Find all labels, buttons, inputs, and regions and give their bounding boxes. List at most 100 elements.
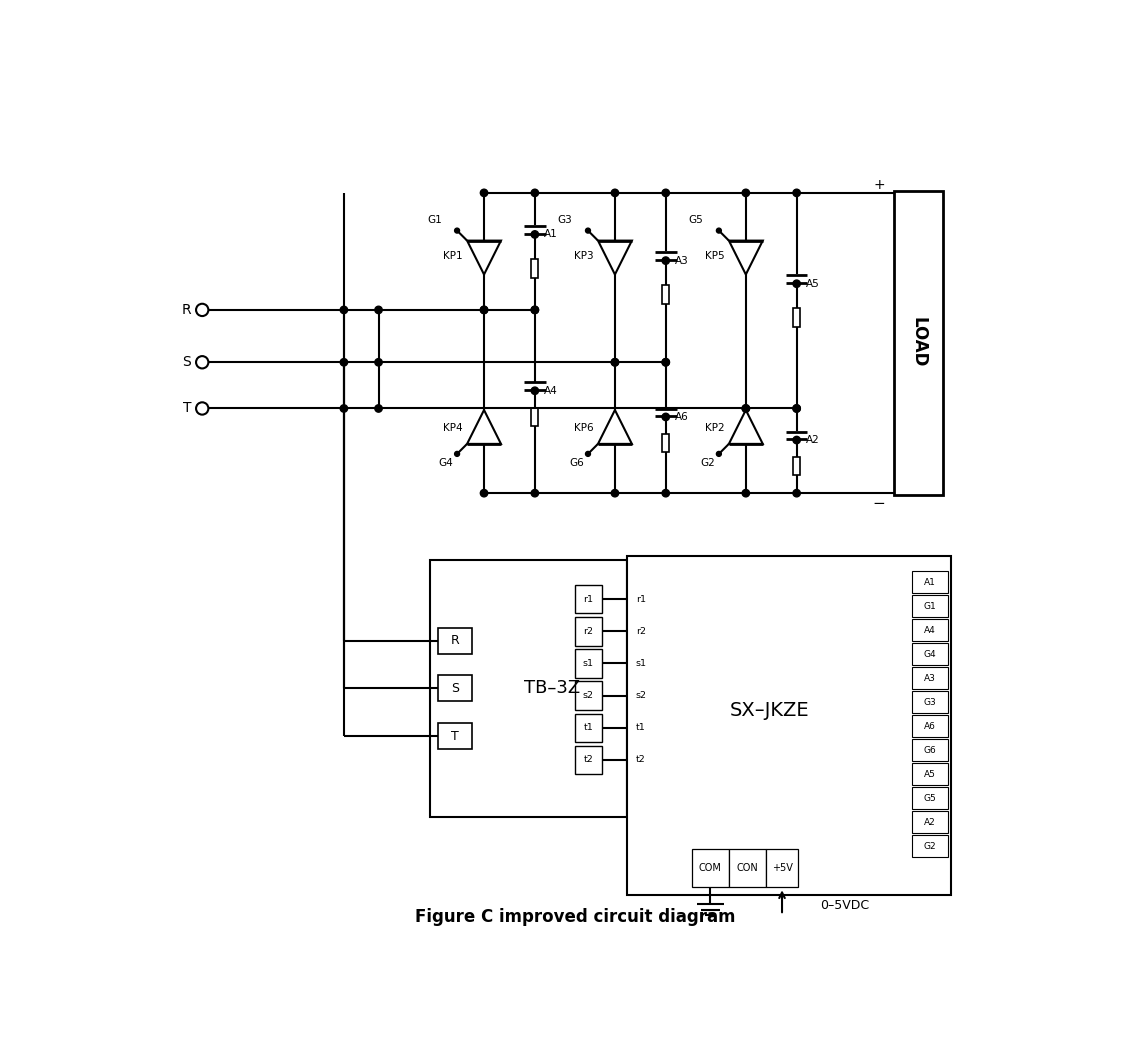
Bar — [895, 191, 943, 495]
Circle shape — [611, 359, 619, 366]
Text: KP2: KP2 — [704, 424, 725, 433]
Text: s2: s2 — [636, 691, 646, 700]
Circle shape — [793, 405, 800, 412]
Circle shape — [454, 451, 460, 456]
Bar — [532, 259, 539, 278]
Text: r1: r1 — [636, 595, 646, 604]
Bar — [793, 308, 800, 327]
Bar — [628, 585, 654, 614]
Bar — [793, 457, 800, 475]
Circle shape — [340, 359, 347, 366]
Text: t2: t2 — [584, 755, 593, 765]
Bar — [575, 649, 602, 678]
Circle shape — [586, 451, 591, 456]
Circle shape — [531, 306, 539, 314]
Text: A3: A3 — [675, 256, 689, 265]
Text: A5: A5 — [806, 279, 819, 288]
Bar — [437, 723, 472, 749]
Text: R: R — [451, 635, 459, 647]
Text: t1: t1 — [636, 723, 646, 732]
Bar — [912, 691, 948, 713]
Text: LOAD: LOAD — [909, 318, 928, 368]
Bar — [912, 715, 948, 737]
Text: A3: A3 — [924, 673, 937, 683]
Circle shape — [480, 306, 488, 314]
Bar — [912, 788, 948, 809]
Text: S: S — [183, 356, 192, 369]
Bar — [437, 627, 472, 654]
Bar — [628, 682, 654, 710]
Text: G1: G1 — [924, 602, 937, 611]
Text: A2: A2 — [924, 817, 937, 827]
Bar — [575, 746, 602, 774]
Text: G5: G5 — [689, 215, 703, 224]
Bar — [912, 764, 948, 785]
Text: SX–JKZE: SX–JKZE — [730, 701, 809, 720]
Text: KP5: KP5 — [704, 251, 725, 261]
Text: A1: A1 — [544, 230, 558, 239]
Text: A6: A6 — [924, 722, 937, 731]
Bar — [729, 849, 766, 887]
Text: A2: A2 — [806, 435, 819, 445]
Circle shape — [340, 405, 347, 412]
Circle shape — [480, 189, 488, 196]
Text: R: R — [181, 303, 192, 317]
Bar — [912, 572, 948, 593]
Polygon shape — [467, 410, 502, 444]
Circle shape — [662, 359, 669, 366]
Text: T: T — [183, 402, 192, 415]
Circle shape — [662, 490, 669, 497]
Bar — [912, 835, 948, 857]
Text: G1: G1 — [427, 215, 442, 224]
Text: A4: A4 — [924, 625, 937, 635]
Circle shape — [717, 228, 721, 233]
Text: A5: A5 — [924, 770, 937, 778]
Bar — [912, 740, 948, 761]
Circle shape — [611, 490, 619, 497]
Bar — [912, 643, 948, 665]
Circle shape — [480, 306, 488, 314]
Bar — [575, 585, 602, 614]
Bar — [628, 649, 654, 678]
Circle shape — [531, 306, 539, 314]
Bar — [532, 408, 539, 426]
Bar — [692, 849, 729, 887]
Text: COM: COM — [699, 863, 722, 873]
Circle shape — [531, 189, 539, 196]
Text: G6: G6 — [569, 458, 584, 468]
Circle shape — [793, 490, 800, 497]
Circle shape — [454, 228, 460, 233]
Circle shape — [586, 228, 591, 233]
Circle shape — [531, 387, 539, 394]
Bar — [628, 617, 654, 645]
Circle shape — [793, 436, 800, 444]
Bar — [663, 285, 669, 304]
Circle shape — [611, 359, 619, 366]
Bar — [437, 676, 472, 702]
Text: T: T — [451, 730, 459, 743]
Bar — [628, 713, 654, 742]
Text: G3: G3 — [558, 215, 573, 224]
Text: r1: r1 — [584, 595, 594, 604]
Polygon shape — [467, 240, 502, 275]
Circle shape — [375, 306, 382, 314]
Text: S: S — [451, 682, 459, 694]
Text: KP1: KP1 — [443, 251, 462, 261]
Circle shape — [743, 189, 749, 196]
Text: 0–5VDC: 0–5VDC — [820, 899, 870, 913]
Text: Figure C improved circuit diagram: Figure C improved circuit diagram — [415, 907, 735, 925]
Circle shape — [340, 306, 347, 314]
Text: G2: G2 — [924, 841, 937, 851]
Text: CON: CON — [737, 863, 758, 873]
Text: A1: A1 — [924, 578, 937, 586]
Bar — [912, 811, 948, 833]
Circle shape — [531, 490, 539, 497]
Circle shape — [662, 413, 669, 421]
Bar — [575, 617, 602, 645]
Text: G6: G6 — [924, 746, 937, 754]
Text: G4: G4 — [438, 458, 453, 468]
Text: KP4: KP4 — [443, 424, 462, 433]
Bar — [628, 556, 951, 895]
Text: s1: s1 — [583, 659, 594, 668]
Polygon shape — [598, 410, 632, 444]
